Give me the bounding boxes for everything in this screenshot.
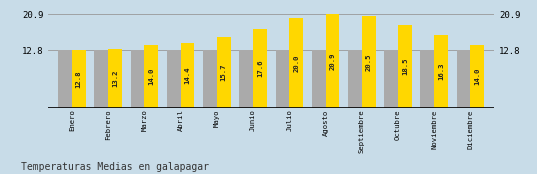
Bar	[289, 18, 303, 108]
Text: 16.3: 16.3	[438, 63, 444, 80]
Bar	[456, 50, 470, 108]
Bar	[384, 50, 398, 108]
Bar	[398, 25, 412, 108]
Bar	[275, 50, 289, 108]
Bar	[420, 50, 434, 108]
Bar	[253, 29, 267, 108]
Bar	[470, 45, 484, 108]
Bar	[130, 50, 144, 108]
Bar	[144, 45, 158, 108]
Text: 13.2: 13.2	[112, 70, 118, 87]
Text: 20.9: 20.9	[329, 52, 336, 70]
Text: 14.4: 14.4	[185, 67, 191, 84]
Text: 18.5: 18.5	[402, 58, 408, 75]
Bar	[434, 35, 448, 108]
Bar	[203, 50, 217, 108]
Bar	[95, 50, 108, 108]
Bar	[58, 50, 72, 108]
Text: 15.7: 15.7	[221, 64, 227, 81]
Text: 14.0: 14.0	[148, 68, 154, 85]
Text: Temperaturas Medias en galapagar: Temperaturas Medias en galapagar	[21, 162, 209, 172]
Bar	[167, 50, 180, 108]
Bar	[362, 16, 375, 108]
Bar	[312, 50, 325, 108]
Text: 14.0: 14.0	[474, 68, 481, 85]
Bar	[72, 50, 86, 108]
Bar	[108, 49, 122, 108]
Text: 20.5: 20.5	[366, 53, 372, 71]
Bar	[180, 43, 194, 108]
Bar	[240, 50, 253, 108]
Text: 12.8: 12.8	[76, 70, 82, 88]
Text: 20.0: 20.0	[293, 54, 299, 72]
Bar	[348, 50, 362, 108]
Text: 17.6: 17.6	[257, 60, 263, 77]
Bar	[217, 37, 230, 108]
Bar	[325, 14, 339, 108]
